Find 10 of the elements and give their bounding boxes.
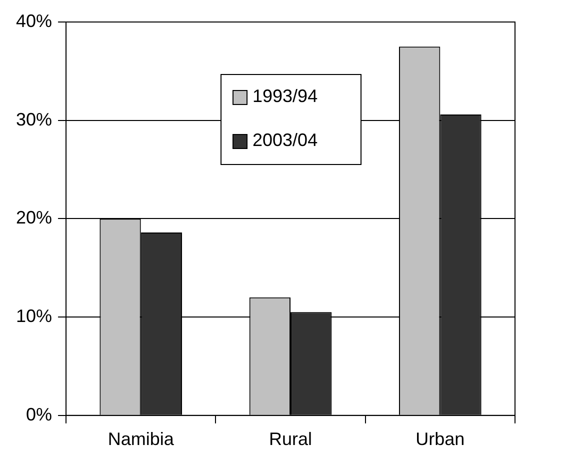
x-tick-label: Namibia <box>108 429 175 450</box>
y-tick-label: 10% <box>16 306 52 326</box>
y-tick-label: 0% <box>26 404 52 424</box>
y-tick-label: 40% <box>16 10 52 31</box>
legend-label: 2003/04 <box>252 130 318 150</box>
y-tick-label: 20% <box>16 208 52 228</box>
x-tick-label: Rural <box>269 429 312 450</box>
legend-label: 1993/94 <box>252 86 318 106</box>
x-tick-label: Urban <box>416 429 465 450</box>
y-tick-label: 30% <box>16 109 52 130</box>
